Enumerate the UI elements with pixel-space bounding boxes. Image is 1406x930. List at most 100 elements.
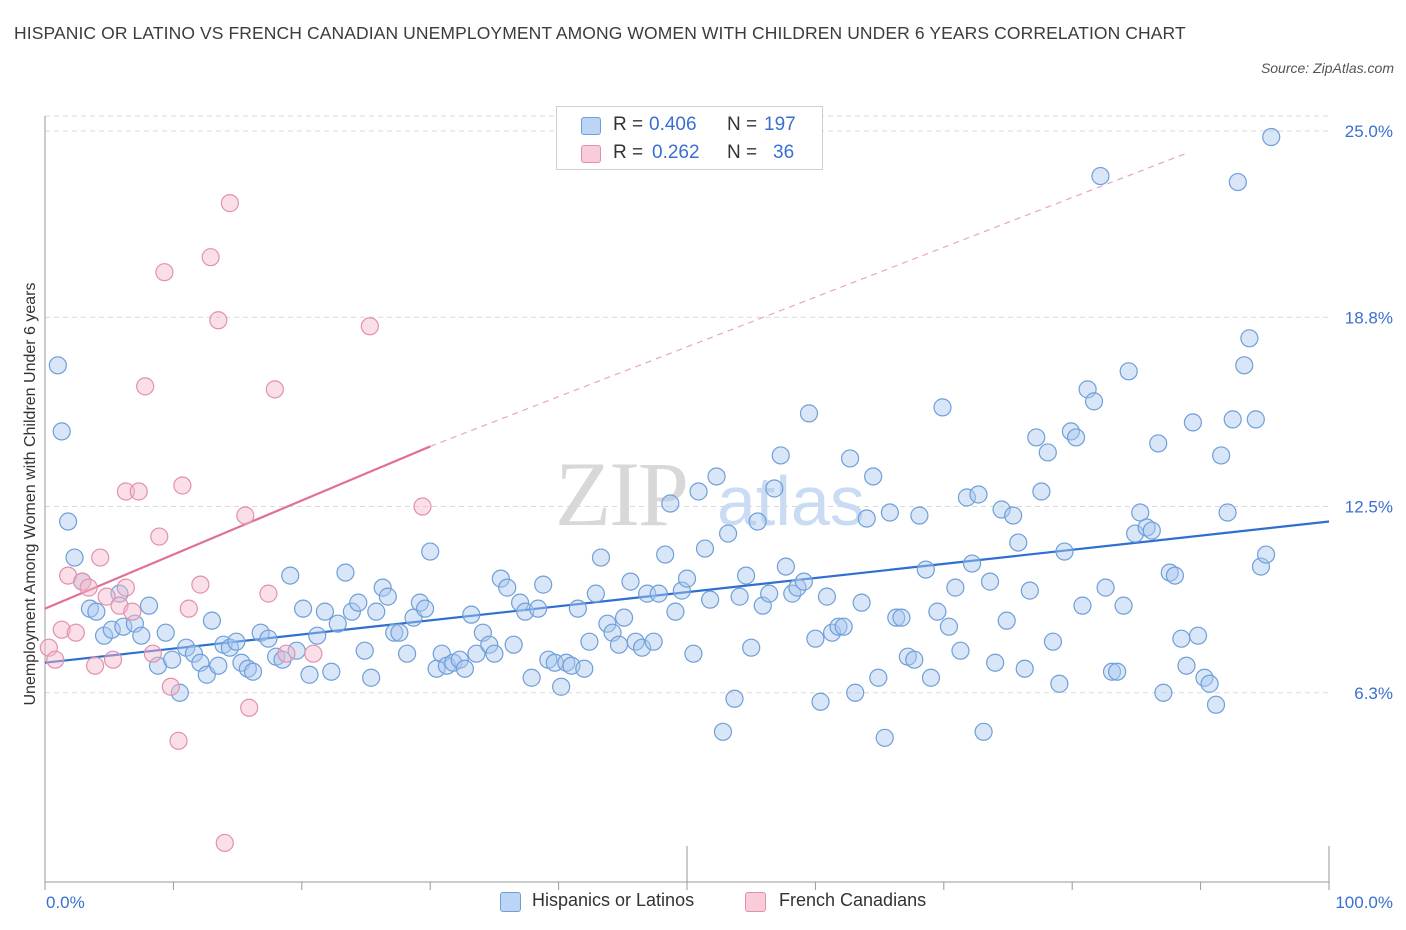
data-point: [378, 587, 397, 606]
data-point: [300, 665, 319, 684]
tick-labels: 6.3% 12.5% 18.8% 25.0% 0.0% 100.0% Unemploymen…: [22, 122, 1393, 912]
legend-r-label: R =: [613, 142, 644, 163]
y-tick-label: 6.3%: [1354, 684, 1393, 703]
data-point: [355, 641, 374, 660]
data-point: [1160, 563, 1179, 582]
data-point: [974, 722, 993, 741]
data-point: [992, 500, 1011, 519]
y-axis-label: Unemployment Among Women with Children U…: [22, 282, 39, 705]
data-point: [522, 668, 541, 687]
legend-n-label: N =: [727, 114, 758, 135]
data-point: [962, 554, 982, 573]
data-point: [1200, 674, 1219, 693]
data-point: [905, 650, 924, 669]
data-point: [997, 611, 1016, 630]
data-point: [304, 644, 323, 663]
data-point: [829, 617, 848, 636]
data-point: [415, 599, 435, 618]
data-point: [684, 644, 703, 663]
data-point: [103, 650, 123, 669]
data-point: [277, 644, 296, 663]
data-point: [1114, 596, 1133, 615]
data-point: [52, 422, 71, 441]
data-point: [1206, 695, 1226, 714]
watermark-zip: ZIP: [555, 443, 687, 545]
data-point: [413, 497, 432, 516]
data-point: [864, 467, 883, 486]
data-point: [209, 656, 228, 675]
data-point: [1172, 629, 1191, 648]
legend-swatch-hispanics: [581, 117, 601, 135]
data-point: [666, 602, 685, 621]
data-point: [946, 578, 965, 597]
data-point: [771, 446, 790, 465]
data-point: [689, 482, 708, 501]
data-point: [462, 605, 481, 624]
data-point: [202, 611, 222, 630]
trend-line-1: [44, 445, 431, 610]
data-point: [46, 650, 65, 669]
data-point: [170, 683, 189, 702]
data-point: [1212, 446, 1231, 465]
data-point: [1073, 596, 1092, 615]
data-point: [730, 587, 749, 606]
data-point: [939, 617, 959, 636]
data-point: [48, 356, 67, 375]
data-point: [220, 194, 239, 213]
data-point: [806, 629, 825, 648]
data-point: [1102, 662, 1122, 681]
data-point: [1084, 392, 1104, 411]
data-point: [240, 698, 259, 717]
data-point: [163, 650, 182, 669]
bottom-legend-label: Hispanics or Latinos: [532, 890, 695, 910]
trend-line-extension: [429, 152, 1188, 447]
data-point: [980, 572, 1000, 591]
data-point: [143, 644, 162, 663]
data-point: [236, 506, 255, 525]
data-point: [1165, 566, 1185, 585]
data-point: [114, 617, 133, 636]
data-point: [1256, 545, 1276, 564]
data-point: [921, 668, 941, 687]
data-point: [362, 668, 381, 687]
data-point: [136, 377, 155, 396]
data-point: [568, 599, 587, 618]
data-point: [1142, 521, 1161, 540]
data-point: [1228, 172, 1247, 192]
data-point: [1218, 503, 1237, 522]
series-0: [48, 127, 1281, 747]
data-point: [632, 638, 652, 657]
data-point: [1108, 662, 1127, 681]
y-tick-label: 18.8%: [1345, 308, 1393, 327]
data-point: [1183, 413, 1202, 432]
data-point: [614, 608, 634, 627]
data-point: [215, 833, 234, 853]
data-point: [677, 569, 697, 588]
bottom-legend-swatch-french-canadians: [745, 892, 766, 912]
data-point: [156, 623, 175, 642]
data-point: [102, 620, 121, 639]
data-point: [609, 635, 629, 654]
data-point: [1091, 166, 1110, 186]
data-point: [621, 572, 640, 591]
data-point: [227, 632, 246, 651]
data-point: [834, 617, 853, 636]
y-tick-label: 25.0%: [1345, 122, 1393, 141]
data-point: [132, 626, 151, 645]
data-point: [765, 479, 784, 498]
data-point: [701, 590, 720, 609]
data-point: [52, 620, 71, 639]
data-point: [169, 731, 188, 750]
x-tick-label-min: 0.0%: [46, 893, 85, 912]
data-point: [707, 467, 726, 486]
data-point: [116, 482, 135, 501]
data-point: [969, 485, 988, 504]
data-point: [598, 614, 617, 633]
legend-n-value: 36: [773, 142, 795, 163]
data-point: [1137, 518, 1156, 537]
chart-title: HISPANIC OR LATINO VS FRENCH CANADIAN UN…: [14, 23, 1186, 43]
correlation-legend: R = 0.406 N = 197 R = 0.262 N = 36: [556, 106, 823, 170]
data-point: [281, 566, 300, 585]
bottom-legend-label: French Canadians: [779, 890, 927, 910]
data-point: [951, 641, 970, 660]
